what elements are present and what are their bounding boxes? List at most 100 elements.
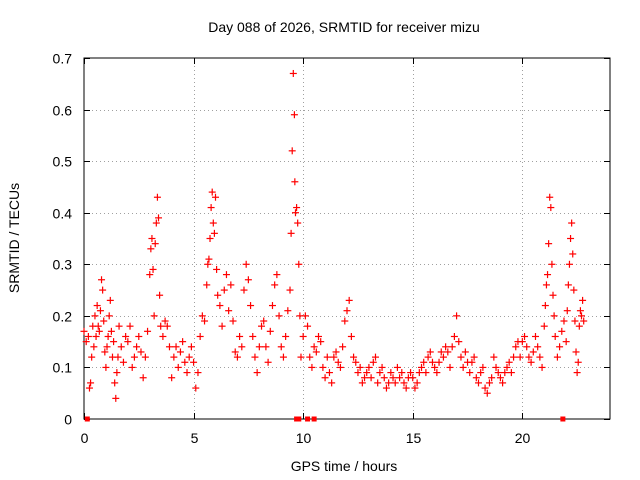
data-point (98, 276, 105, 283)
x-tick-label: 0 (81, 430, 89, 446)
data-point (551, 312, 558, 319)
data-point (462, 348, 469, 355)
data-point (282, 333, 289, 340)
data-point (348, 333, 355, 340)
data-point (118, 343, 125, 350)
data-point (114, 354, 121, 361)
data-point (554, 354, 561, 361)
data-point (100, 318, 107, 325)
data-point (243, 261, 250, 268)
zero-point (85, 417, 90, 422)
data-point (144, 328, 151, 335)
y-tick-label: 0.4 (53, 206, 73, 222)
data-point (94, 302, 101, 309)
x-tick-label: 10 (296, 430, 312, 446)
data-point (142, 354, 149, 361)
data-point (211, 230, 218, 237)
x-tick-label: 5 (191, 430, 199, 446)
data-point (547, 204, 554, 211)
data-point (137, 348, 144, 355)
data-point (560, 318, 567, 325)
data-point (223, 271, 230, 278)
data-point (111, 379, 118, 386)
data-point (290, 70, 297, 77)
data-point (530, 348, 537, 355)
data-point (287, 287, 294, 294)
data-point (102, 364, 109, 371)
data-point (543, 281, 550, 288)
data-point (510, 354, 517, 361)
data-point (546, 194, 553, 201)
data-point (216, 302, 223, 309)
data-point (86, 385, 93, 392)
data-point (87, 379, 94, 386)
data-point (236, 333, 243, 340)
data-point (108, 328, 115, 335)
data-point (453, 312, 460, 319)
data-point (271, 281, 278, 288)
data-point (129, 364, 136, 371)
data-point (558, 328, 565, 335)
data-point (213, 266, 220, 273)
data-point (159, 333, 166, 340)
data-point (147, 245, 154, 252)
data-point (106, 312, 113, 319)
data-point (186, 354, 193, 361)
data-point (278, 343, 285, 350)
x-axis-label: GPS time / hours (291, 458, 398, 474)
data-point (536, 354, 543, 361)
data-point (247, 302, 254, 309)
data-point (466, 369, 473, 376)
data-point (204, 261, 211, 268)
data-point (541, 323, 548, 330)
data-point (565, 281, 572, 288)
chart-svg: 0 5 10 15 20 00.10.20.30.40.50.60.7 Day 088 … (0, 0, 640, 480)
data-point (394, 364, 401, 371)
data-point (190, 359, 197, 366)
data-point (293, 204, 300, 211)
data-point (150, 266, 157, 273)
data-point (93, 333, 100, 340)
y-tick-label: 0.7 (53, 51, 73, 67)
data-point (289, 147, 296, 154)
data-point (579, 297, 586, 304)
data-point (294, 220, 301, 227)
y-tick-label: 0.5 (53, 154, 73, 170)
data-point (280, 354, 287, 361)
x-tick-label: 15 (406, 430, 422, 446)
chart-title: Day 088 of 2026, SRMTID for receiver miz… (208, 19, 480, 35)
data-point (269, 302, 276, 309)
data-point (265, 359, 272, 366)
data-point (374, 379, 381, 386)
data-point (322, 374, 329, 381)
y-tick-label: 0.6 (53, 103, 73, 119)
data-point (116, 323, 123, 330)
data-point (120, 359, 127, 366)
data-point (240, 287, 247, 294)
data-point (550, 292, 557, 299)
data-point (548, 261, 555, 268)
data-point (188, 343, 195, 350)
data-point (544, 271, 551, 278)
data-point (154, 194, 161, 201)
data-point (96, 328, 103, 335)
data-point (194, 369, 201, 376)
data-point (436, 359, 443, 366)
data-point (563, 338, 570, 345)
data-point (568, 220, 575, 227)
y-tick-label: 0.1 (53, 360, 73, 376)
data-point (127, 323, 134, 330)
data-point (170, 354, 177, 361)
data-point (210, 220, 217, 227)
data-point (300, 333, 307, 340)
data-point (81, 328, 88, 335)
data-point (88, 354, 95, 361)
data-point (569, 250, 576, 257)
y-tick-label: 0.3 (53, 257, 73, 273)
data-point (326, 369, 333, 376)
data-point (181, 359, 188, 366)
data-point (157, 323, 164, 330)
data-point (576, 323, 583, 330)
data-point (523, 343, 530, 350)
data-point (457, 354, 464, 361)
